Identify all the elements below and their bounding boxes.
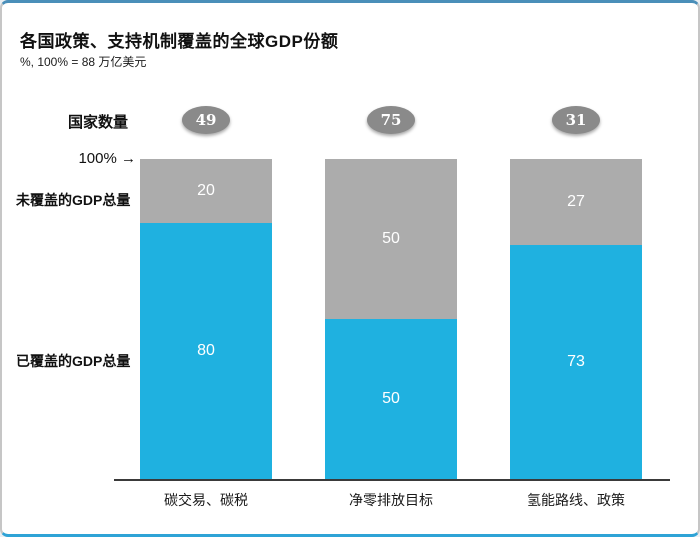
country-count-value: 31: [565, 111, 587, 129]
bar-segment-uncovered: 20: [140, 159, 272, 223]
bar-segment-uncovered: 27: [510, 159, 642, 246]
segment-value: 80: [197, 342, 215, 359]
category-label: 氢能路线、政策: [527, 492, 625, 508]
bar-segment-covered: 73: [510, 245, 642, 479]
segment-value: 50: [382, 230, 400, 247]
segment-value: 73: [567, 353, 585, 371]
axis-100-text: 100%: [78, 150, 117, 167]
plot-area: 20 80 50 50 27 73: [114, 159, 670, 481]
bar-column: 20 80: [140, 159, 272, 479]
x-axis-line: [114, 479, 670, 481]
country-count-row-label: 国家数量: [68, 114, 129, 131]
uncovered-gdp-label: 未覆盖的GDP总量: [16, 192, 131, 208]
category-label: 碳交易、碳税: [164, 492, 248, 508]
segment-value: 50: [382, 390, 400, 407]
country-count-value: 75: [380, 111, 402, 129]
bar-column: 27 73: [510, 159, 642, 479]
chart-subtitle: %, 100% = 88 万亿美元: [20, 55, 147, 69]
category-label: 净零排放目标: [349, 492, 433, 508]
country-count-value: 49: [195, 111, 217, 129]
country-count-badge: 75: [367, 106, 415, 134]
axis-100-label: 100% →: [58, 150, 136, 167]
segment-value: 20: [197, 182, 215, 199]
right-arrow-icon: →: [121, 150, 136, 167]
chart-title: 各国政策、支持机制覆盖的全球GDP份额: [20, 32, 339, 51]
bar-segment-covered: 50: [325, 319, 457, 479]
country-count-badge: 31: [552, 106, 600, 134]
segment-value: 27: [567, 193, 585, 211]
country-count-badge: 49: [182, 106, 230, 134]
bar-column: 50 50: [325, 159, 457, 479]
covered-gdp-label: 已覆盖的GDP总量: [16, 353, 131, 369]
bar-segment-uncovered: 50: [325, 159, 457, 319]
bar-segment-covered: 80: [140, 223, 272, 479]
